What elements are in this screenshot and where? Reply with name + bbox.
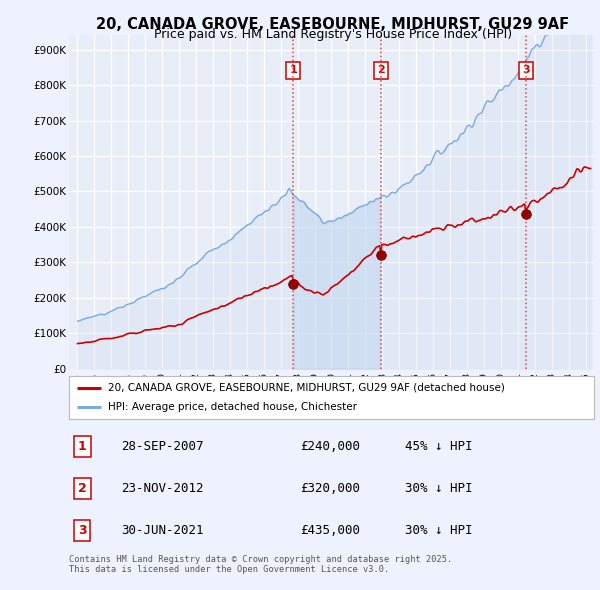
Text: 2: 2: [377, 65, 385, 76]
Text: 20, CANADA GROVE, EASEBOURNE, MIDHURST, GU29 9AF: 20, CANADA GROVE, EASEBOURNE, MIDHURST, …: [97, 17, 569, 31]
Text: £320,000: £320,000: [300, 481, 360, 495]
Text: 3: 3: [78, 523, 86, 536]
Text: Price paid vs. HM Land Registry's House Price Index (HPI): Price paid vs. HM Land Registry's House …: [154, 28, 512, 41]
Text: 3: 3: [523, 65, 530, 76]
Text: 20, CANADA GROVE, EASEBOURNE, MIDHURST, GU29 9AF (detached house): 20, CANADA GROVE, EASEBOURNE, MIDHURST, …: [109, 383, 505, 393]
Text: 28-SEP-2007: 28-SEP-2007: [121, 440, 204, 453]
Text: HPI: Average price, detached house, Chichester: HPI: Average price, detached house, Chic…: [109, 402, 358, 412]
Text: 1: 1: [289, 65, 297, 76]
Text: £240,000: £240,000: [300, 440, 360, 453]
Text: 23-NOV-2012: 23-NOV-2012: [121, 481, 204, 495]
Text: £435,000: £435,000: [300, 523, 360, 536]
Text: 30-JUN-2021: 30-JUN-2021: [121, 523, 204, 536]
Text: 2: 2: [78, 481, 86, 495]
Text: 1: 1: [78, 440, 86, 453]
Text: 30% ↓ HPI: 30% ↓ HPI: [405, 481, 473, 495]
Text: 45% ↓ HPI: 45% ↓ HPI: [405, 440, 473, 453]
Text: 30% ↓ HPI: 30% ↓ HPI: [405, 523, 473, 536]
Text: Contains HM Land Registry data © Crown copyright and database right 2025.
This d: Contains HM Land Registry data © Crown c…: [69, 555, 452, 574]
